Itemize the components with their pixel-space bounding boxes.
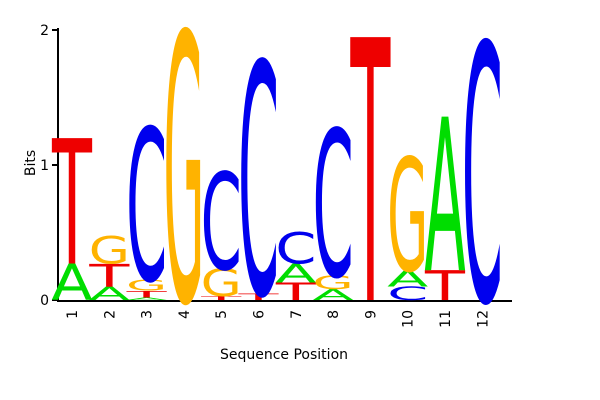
logo-letter: G xyxy=(313,272,354,293)
logo-letter: A xyxy=(51,255,92,313)
logo-letter: C xyxy=(275,225,316,275)
x-axis-label: Sequence Position xyxy=(220,347,348,363)
logo-letter: G xyxy=(126,277,167,294)
logo-letter: A xyxy=(424,74,465,320)
logo-letter: A xyxy=(89,283,131,304)
x-tick-label: 6 xyxy=(252,310,268,319)
logo-letter: T xyxy=(200,295,242,301)
y-axis-label: Bits xyxy=(23,150,39,176)
x-tick-label: 1 xyxy=(65,310,81,319)
logo-letter: C xyxy=(238,0,279,368)
y-tick-label: 2 xyxy=(40,23,49,39)
x-tick-label: 2 xyxy=(102,310,118,319)
logo-letter: G xyxy=(387,127,428,308)
logo-letter: T xyxy=(349,0,391,386)
x-tick-label: 3 xyxy=(140,310,156,319)
logo-letter: G xyxy=(201,262,242,305)
x-tick-label: 12 xyxy=(475,310,491,328)
logo-letter: C xyxy=(126,86,167,330)
x-tick-label: 8 xyxy=(326,310,342,319)
logo-letter: C xyxy=(387,283,428,305)
y-tick-label: 0 xyxy=(40,293,49,309)
x-tick-label: 10 xyxy=(401,310,417,328)
logo-letter: T xyxy=(52,104,93,305)
x-tick-label: 11 xyxy=(438,310,454,328)
logo-letter: C xyxy=(201,146,242,301)
logo-letter: A xyxy=(387,266,428,292)
y-tick-label: 1 xyxy=(40,158,49,174)
x-tick-label: 5 xyxy=(214,310,230,319)
logo-letter: C xyxy=(313,90,354,325)
logo-letter: C xyxy=(462,0,503,384)
logo-letter: A xyxy=(313,286,354,303)
logo-letter: G xyxy=(163,0,204,388)
logo-letter: T xyxy=(275,278,317,306)
logo-letter: T xyxy=(88,258,130,295)
logo-letter: T xyxy=(424,262,466,310)
x-tick-label: 7 xyxy=(289,310,305,319)
x-tick-label: 4 xyxy=(177,310,193,319)
logo-letter: T xyxy=(237,292,279,303)
logo-letter: G xyxy=(89,230,130,273)
logo-letter: A xyxy=(126,297,167,301)
logo-letter: A xyxy=(275,258,317,288)
x-tick-label: 9 xyxy=(363,310,379,319)
logo-letter: T xyxy=(125,289,167,300)
